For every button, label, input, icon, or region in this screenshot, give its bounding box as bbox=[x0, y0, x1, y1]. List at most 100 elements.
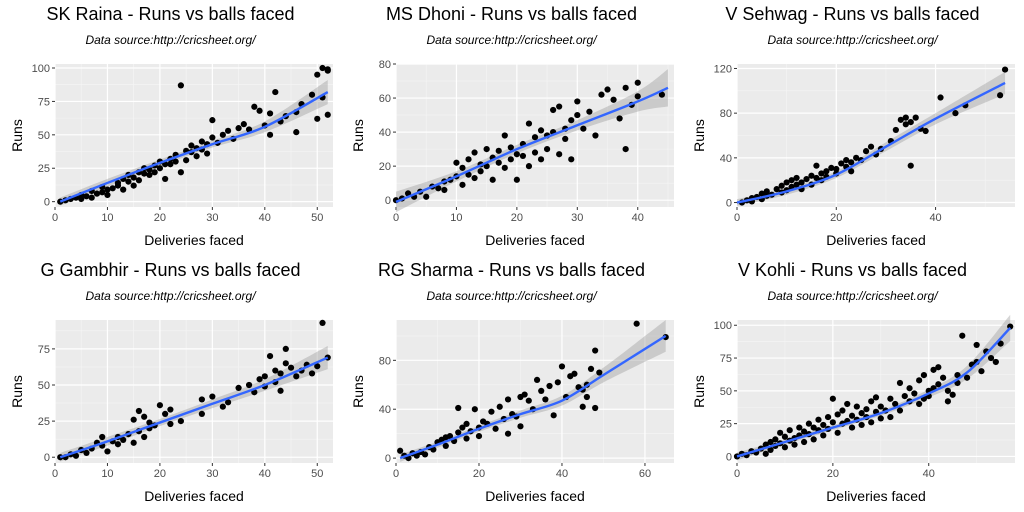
data-point bbox=[801, 438, 808, 446]
data-point bbox=[324, 111, 331, 118]
y-tick-label: 40 bbox=[720, 153, 732, 165]
data-point bbox=[848, 424, 856, 431]
data-point bbox=[492, 425, 499, 432]
y-tick-label: 20 bbox=[379, 161, 391, 173]
x-axis-label: Deliveries faced bbox=[144, 232, 244, 248]
data-point bbox=[114, 441, 122, 448]
x-tick-label: 30 bbox=[206, 212, 218, 224]
data-point bbox=[853, 403, 860, 410]
data-point bbox=[954, 372, 961, 379]
data-point bbox=[282, 360, 289, 367]
y-axis-label: Runs bbox=[9, 119, 25, 152]
data-point bbox=[992, 358, 999, 366]
data-point bbox=[188, 142, 195, 149]
data-point bbox=[501, 132, 508, 139]
data-point bbox=[803, 175, 810, 183]
data-point bbox=[235, 384, 242, 391]
data-point bbox=[167, 161, 174, 168]
data-point bbox=[125, 178, 132, 185]
data-point bbox=[862, 148, 870, 155]
data-point bbox=[156, 165, 164, 172]
data-point bbox=[177, 169, 184, 176]
data-point bbox=[135, 177, 143, 184]
data-point bbox=[209, 117, 216, 124]
x-tick-label: 30 bbox=[571, 212, 583, 224]
data-point bbox=[937, 94, 944, 101]
data-point bbox=[868, 398, 875, 405]
chart-title: SK Raina - Runs vs balls faced bbox=[46, 4, 295, 24]
x-tick-label: 40 bbox=[259, 212, 271, 224]
data-point bbox=[896, 379, 904, 387]
y-tick-label: 0 bbox=[44, 452, 50, 464]
data-point bbox=[507, 156, 514, 163]
data-point bbox=[546, 382, 553, 390]
data-point bbox=[596, 369, 603, 376]
data-point bbox=[935, 364, 942, 371]
data-point bbox=[442, 442, 449, 449]
data-point bbox=[781, 444, 789, 451]
scatter-plot-gambhir: 0 10 20 30 40 50 0 25 50 75 Deliveries faced Runs bbox=[9, 319, 333, 504]
data-point bbox=[293, 373, 300, 380]
data-point bbox=[83, 193, 90, 200]
data-point bbox=[104, 186, 111, 193]
smooth-trend-line bbox=[59, 91, 329, 203]
chart-panel-gambhir: G Gambhir - Runs vs balls faced Data sou… bbox=[0, 256, 341, 512]
data-point bbox=[324, 66, 331, 73]
data-point bbox=[562, 135, 569, 143]
data-point bbox=[314, 71, 321, 78]
y-tick-label: 75 bbox=[38, 344, 50, 356]
data-point bbox=[198, 138, 205, 145]
chart-subtitle: Data source:http://cricsheet.org/ bbox=[767, 289, 938, 303]
data-point bbox=[791, 441, 798, 448]
data-point bbox=[219, 403, 226, 410]
data-point bbox=[256, 107, 263, 114]
data-point bbox=[798, 179, 805, 186]
data-point bbox=[940, 374, 947, 381]
scatter-plot-sehwag: 0 20 40 0 40 80 120 Deliveries faced Runs bbox=[691, 63, 1015, 248]
data-point bbox=[465, 156, 472, 163]
data-point bbox=[848, 168, 855, 175]
x-tick-label: 60 bbox=[639, 468, 651, 480]
data-point bbox=[633, 320, 640, 327]
y-axis-label: Runs bbox=[350, 119, 366, 152]
data-point bbox=[495, 147, 502, 154]
data-point bbox=[783, 179, 790, 186]
chart-subtitle: Data source:http://cricsheet.org/ bbox=[426, 289, 597, 303]
data-point bbox=[459, 181, 466, 188]
x-tick-label: 0 bbox=[734, 468, 740, 480]
data-point bbox=[820, 432, 827, 439]
y-tick-label: 0 bbox=[385, 195, 391, 207]
data-point bbox=[314, 363, 321, 370]
data-point bbox=[579, 403, 586, 410]
data-point bbox=[245, 381, 253, 389]
x-tick-label: 10 bbox=[450, 212, 462, 224]
y-tick-label: 80 bbox=[379, 355, 391, 367]
data-point bbox=[525, 397, 532, 404]
data-point bbox=[571, 370, 578, 377]
data-point bbox=[922, 127, 929, 135]
data-point bbox=[537, 156, 545, 163]
x-axis-label: Deliveries faced bbox=[826, 488, 926, 504]
data-point bbox=[767, 438, 774, 446]
data-point bbox=[525, 163, 533, 170]
data-point bbox=[959, 332, 966, 339]
data-point bbox=[872, 394, 880, 401]
data-point bbox=[308, 370, 316, 377]
data-point bbox=[88, 194, 95, 201]
x-tick-label: 20 bbox=[827, 468, 839, 480]
y-tick-label: 80 bbox=[720, 108, 732, 120]
data-point bbox=[580, 125, 587, 132]
data-point bbox=[781, 433, 789, 440]
y-tick-label: 40 bbox=[379, 127, 391, 139]
data-point bbox=[824, 413, 832, 421]
data-point bbox=[568, 156, 575, 163]
scatter-plot-raina: 0 10 20 30 40 50 0 25 50 75 100 Deliveries faced Run… bbox=[9, 63, 333, 248]
x-tick-label: 20 bbox=[473, 468, 485, 480]
data-point bbox=[130, 439, 137, 446]
data-point bbox=[973, 341, 980, 349]
data-point bbox=[209, 393, 216, 400]
data-point bbox=[622, 146, 629, 153]
data-point bbox=[997, 92, 1004, 99]
data-point bbox=[810, 424, 817, 431]
x-axis-label: Deliveries faced bbox=[826, 232, 926, 248]
